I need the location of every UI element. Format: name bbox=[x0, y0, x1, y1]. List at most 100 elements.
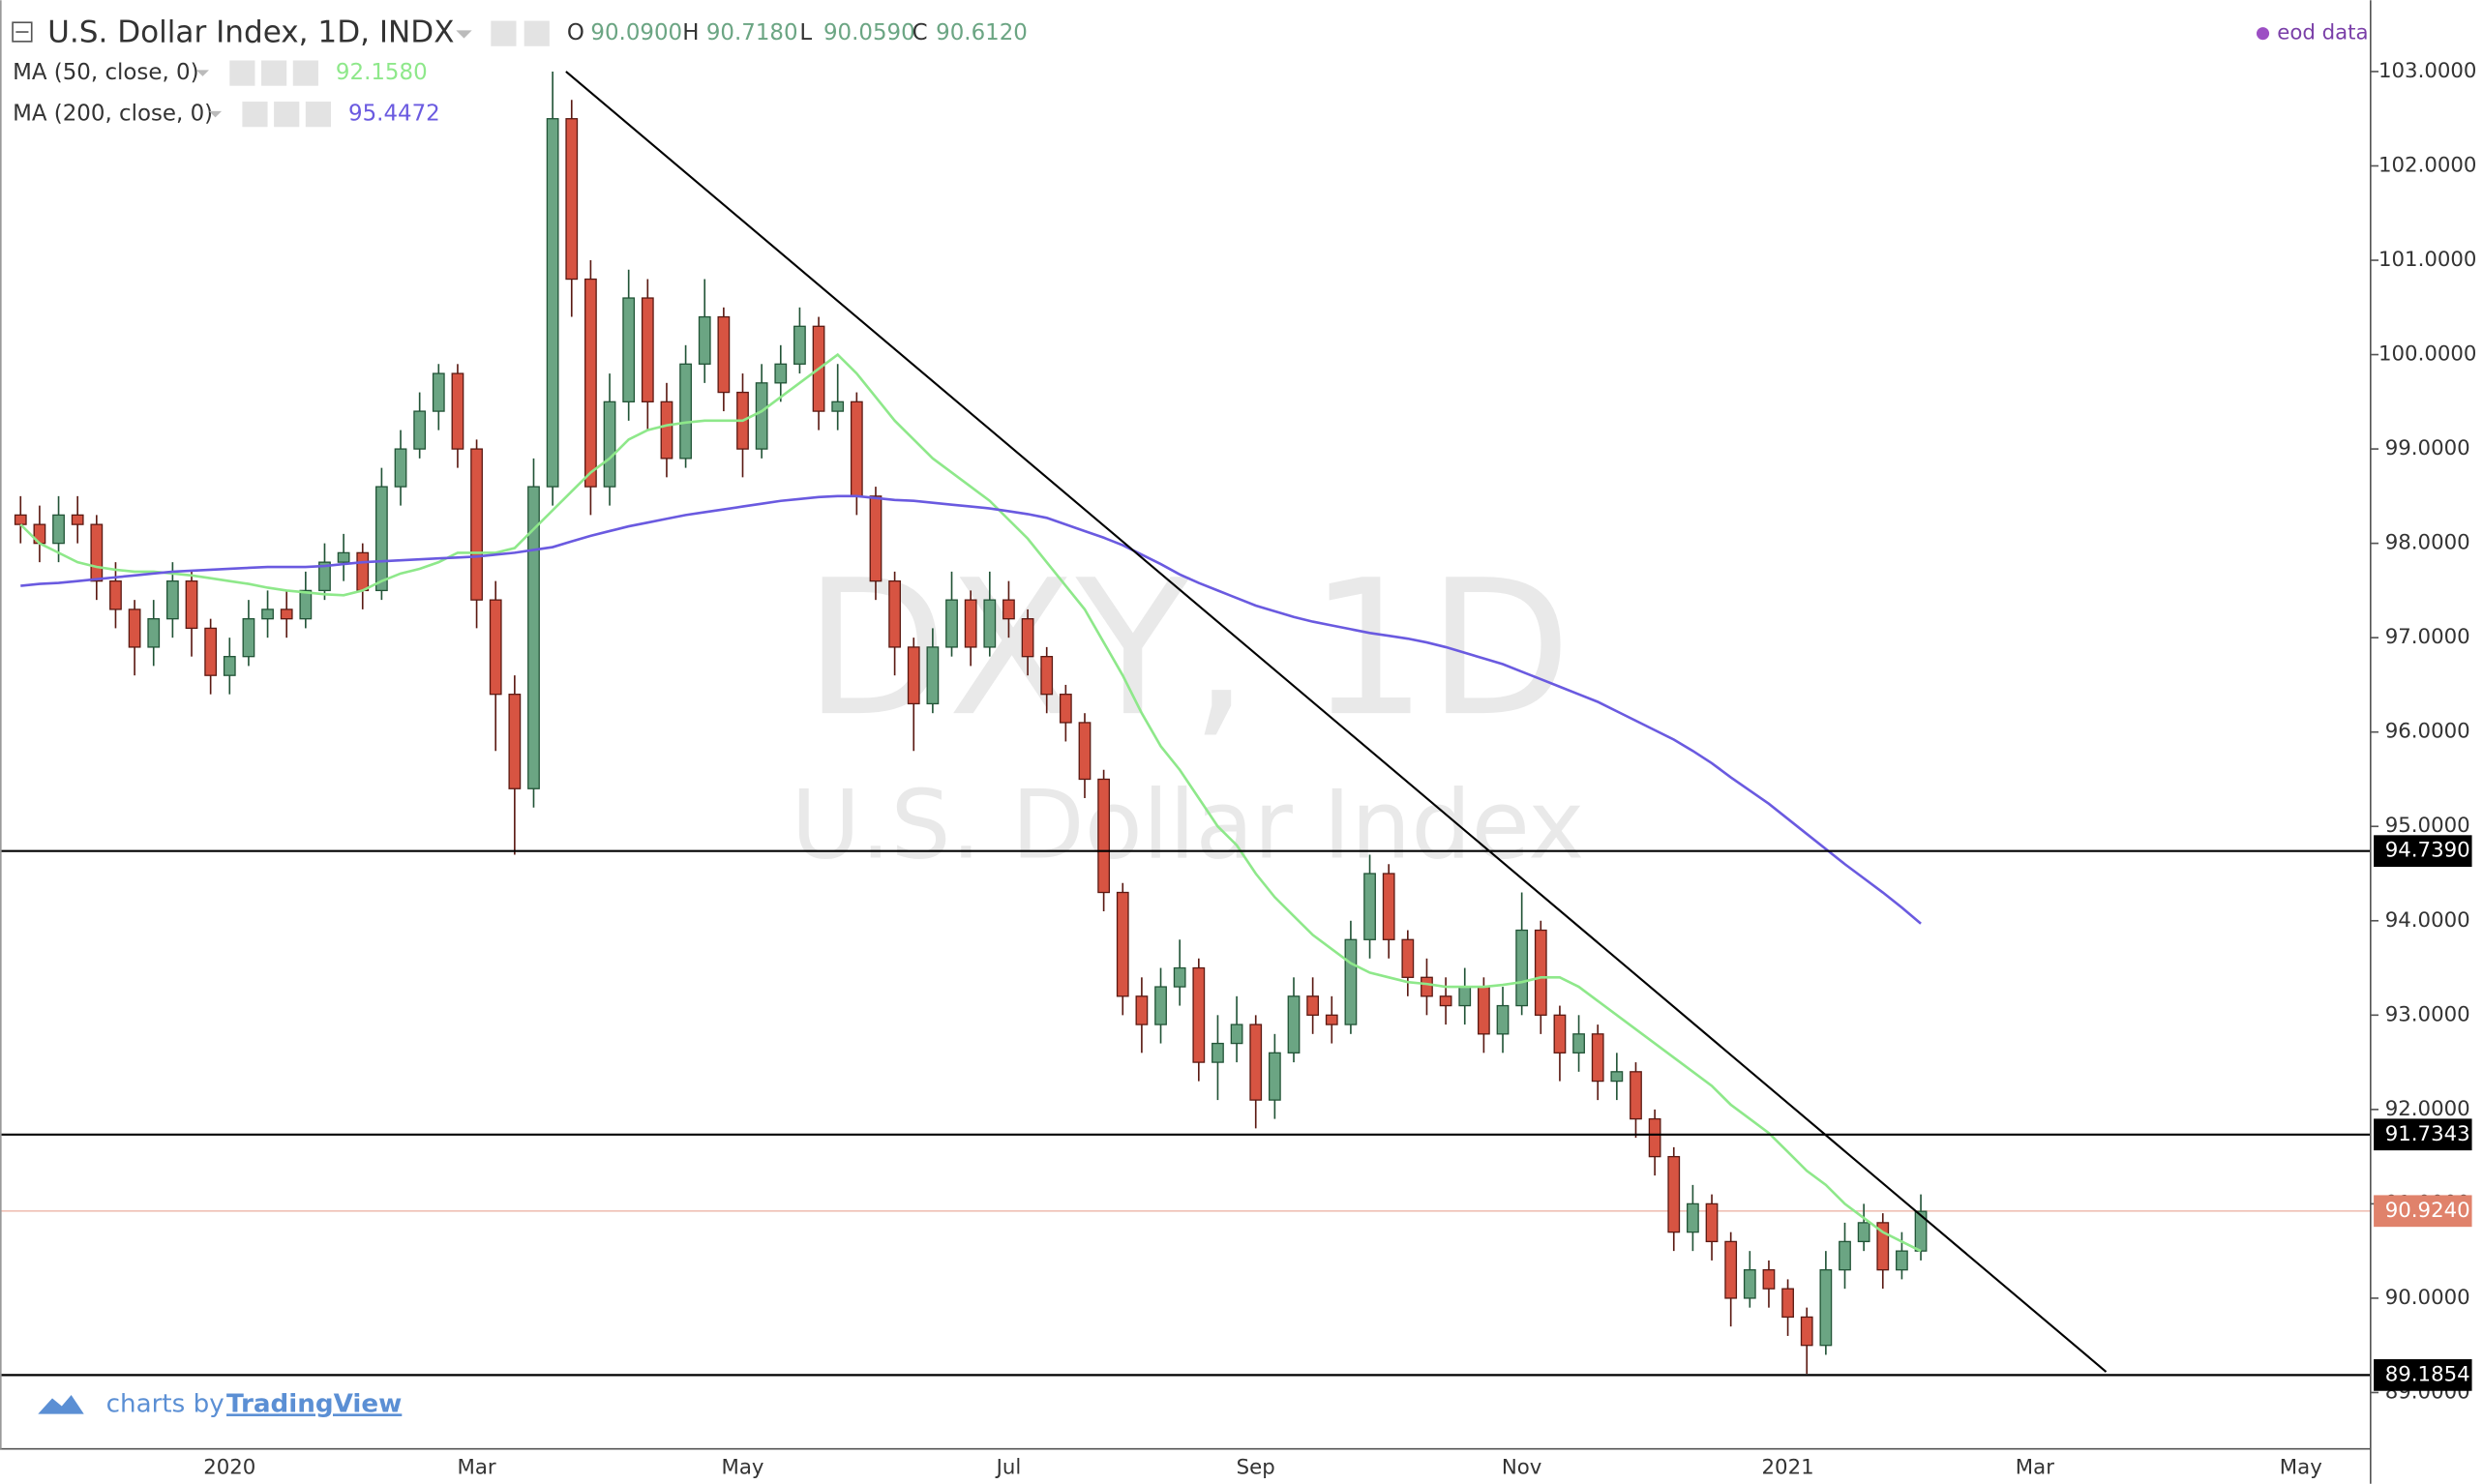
candle-body bbox=[546, 118, 559, 488]
candle-body bbox=[1724, 1240, 1738, 1299]
watermark: DXY, 1D U.S. Dollar Index bbox=[791, 540, 1584, 880]
candle-body bbox=[850, 401, 863, 497]
price-label-box bbox=[2374, 835, 2472, 868]
candle-body bbox=[1630, 1071, 1642, 1120]
ohlc-label: O bbox=[567, 20, 584, 45]
candle-body bbox=[679, 363, 692, 460]
candle-body bbox=[1667, 1155, 1681, 1233]
candle-body bbox=[907, 646, 920, 705]
candle-body bbox=[1572, 1033, 1585, 1054]
dropdown-arrow[interactable] bbox=[195, 70, 210, 76]
candle-body bbox=[793, 325, 806, 365]
legend-value: 92.1580 bbox=[336, 60, 428, 85]
eye-icon[interactable] bbox=[229, 60, 255, 86]
candle-body bbox=[432, 372, 445, 412]
candle-body bbox=[128, 608, 141, 648]
ohlc-value: 90.6120 bbox=[936, 20, 1028, 45]
candle-body bbox=[1212, 1042, 1224, 1063]
y-tick-label: 93.0000 bbox=[2385, 1002, 2470, 1026]
eye-icon[interactable] bbox=[242, 102, 268, 128]
settings-icon[interactable] bbox=[524, 20, 550, 46]
candle-body bbox=[1021, 618, 1034, 658]
candle-body bbox=[489, 599, 502, 696]
settings-icon[interactable] bbox=[274, 102, 300, 128]
candle-body bbox=[280, 608, 293, 620]
y-tick-label: 98.0000 bbox=[2385, 531, 2470, 555]
candle-body bbox=[1914, 1210, 1928, 1252]
candle-body bbox=[1876, 1222, 1890, 1271]
branding-name[interactable]: TradingView bbox=[226, 1389, 402, 1418]
candle-body bbox=[831, 401, 845, 412]
candle-body bbox=[869, 495, 883, 582]
y-tick-label: 92.0000 bbox=[2385, 1097, 2470, 1121]
y-tick-label: 97.0000 bbox=[2385, 625, 2470, 649]
chart-title: U.S. Dollar Index, 1D, INDX bbox=[47, 15, 454, 50]
ohlc-label: C bbox=[912, 20, 928, 45]
candle-body bbox=[1306, 995, 1320, 1016]
candle-body bbox=[185, 579, 198, 630]
candle-body bbox=[451, 372, 464, 450]
candle-body bbox=[1249, 1024, 1263, 1101]
y-tick-label: 95.0000 bbox=[2385, 814, 2470, 838]
moving-average-line bbox=[19, 352, 1922, 1253]
collapse-icon[interactable] bbox=[12, 21, 33, 43]
candle-body bbox=[204, 627, 218, 676]
candle-body bbox=[356, 551, 370, 592]
eye-icon[interactable] bbox=[491, 20, 517, 46]
candle-body bbox=[52, 514, 65, 545]
legend: U.S. Dollar Index, 1D, INDX O 90.0900 H 90.… bbox=[12, 15, 2369, 128]
x-tick-label: May bbox=[2280, 1455, 2322, 1479]
candle-body bbox=[242, 618, 255, 658]
price-label: 94.7390 bbox=[2385, 839, 2470, 863]
candle-body bbox=[1382, 873, 1395, 940]
candle-body bbox=[565, 118, 579, 281]
ohlc-value: 90.7180 bbox=[706, 20, 798, 45]
candle-body bbox=[945, 599, 958, 648]
axes: 89.000090.000091.000092.000093.000094.00… bbox=[203, 59, 2476, 1479]
y-tick-label: 100.0000 bbox=[2378, 342, 2476, 367]
candle-body bbox=[1496, 1004, 1510, 1035]
candle-body bbox=[337, 551, 350, 563]
candle-body bbox=[1097, 778, 1111, 894]
dropdown-arrow[interactable] bbox=[456, 30, 472, 39]
x-tick-label: Nov bbox=[1502, 1455, 1542, 1479]
remove-icon[interactable] bbox=[292, 60, 318, 86]
candle-body bbox=[1116, 891, 1129, 997]
candle-body bbox=[223, 656, 236, 676]
y-tick-label: 103.0000 bbox=[2378, 59, 2476, 83]
ohlc-label: L bbox=[799, 20, 812, 45]
candle-body bbox=[261, 608, 274, 620]
source-dot bbox=[2256, 27, 2270, 41]
candle-body bbox=[1268, 1052, 1281, 1101]
candle-body bbox=[660, 401, 673, 460]
candle-body bbox=[1648, 1117, 1661, 1158]
x-tick-label: Jul bbox=[995, 1455, 1022, 1479]
x-tick-label: Mar bbox=[458, 1455, 496, 1479]
candle-body bbox=[774, 363, 788, 384]
candle-body bbox=[1591, 1033, 1604, 1083]
candle-body bbox=[1553, 1014, 1567, 1054]
branding[interactable]: charts by TradingView bbox=[38, 1389, 402, 1418]
watermark-name: U.S. Dollar Index bbox=[791, 770, 1584, 880]
candle-body bbox=[1363, 873, 1376, 940]
price-label-box bbox=[2374, 1195, 2472, 1228]
y-tick-label: 94.0000 bbox=[2385, 908, 2470, 933]
candle-body bbox=[394, 448, 407, 488]
candle-body bbox=[1040, 656, 1054, 696]
candle-body bbox=[1819, 1269, 1833, 1347]
dropdown-arrow[interactable] bbox=[209, 110, 223, 118]
y-tick-label: 90.0000 bbox=[2385, 1286, 2470, 1310]
candle-body bbox=[1173, 966, 1186, 988]
x-tick-label: Sep bbox=[1237, 1455, 1275, 1479]
remove-icon[interactable] bbox=[305, 102, 332, 128]
settings-icon[interactable] bbox=[261, 60, 287, 86]
ohlc-label: H bbox=[682, 20, 699, 45]
candle-body bbox=[717, 315, 731, 394]
candle-body bbox=[1344, 938, 1358, 1025]
candle-body bbox=[755, 382, 768, 450]
legend-entry: MA (50, close, 0) bbox=[13, 60, 198, 85]
candle-body bbox=[1857, 1222, 1870, 1243]
branding-logo bbox=[38, 1395, 84, 1414]
candle-body bbox=[1230, 1024, 1243, 1045]
